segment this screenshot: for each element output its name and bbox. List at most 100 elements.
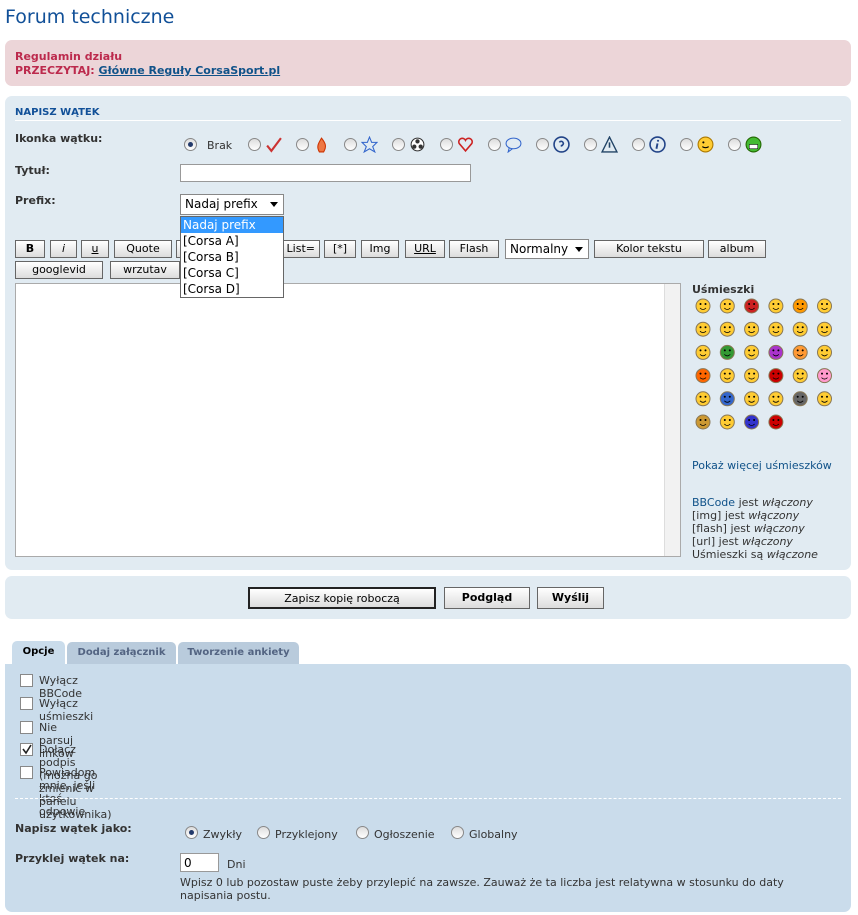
list-item-button[interactable]: [*]: [324, 240, 356, 258]
smiley[interactable]: [695, 298, 711, 314]
url-button[interactable]: URL: [405, 240, 445, 258]
tab[interactable]: Tworzenie ankiety: [178, 642, 299, 664]
post-as-label: Przyklejony: [275, 828, 338, 841]
list-numbered-button[interactable]: List=: [272, 240, 320, 258]
img-button[interactable]: Img: [361, 240, 399, 258]
smiley-mouth: [821, 400, 828, 403]
prefix-option[interactable]: Nadaj prefix: [181, 217, 283, 233]
icon-radio[interactable]: [680, 138, 693, 151]
icon-radio[interactable]: [584, 138, 597, 151]
italic-button[interactable]: i: [50, 240, 77, 258]
smiley[interactable]: [817, 298, 832, 314]
quote-button[interactable]: Quote: [114, 240, 172, 258]
status-state: włączone: [766, 548, 818, 561]
smiley[interactable]: [768, 321, 784, 337]
smiley[interactable]: [744, 368, 760, 384]
smiley[interactable]: [768, 368, 784, 384]
smiley[interactable]: [817, 391, 832, 407]
smiley[interactable]: [792, 344, 808, 360]
color-button[interactable]: Kolor tekstu: [594, 240, 704, 258]
font-size-select[interactable]: Normalny: [505, 239, 589, 259]
more-smilies-link[interactable]: Pokaż więcej uśmieszków: [692, 459, 832, 472]
icon-radio[interactable]: [248, 138, 261, 151]
icon-radio[interactable]: [536, 138, 549, 151]
smiley-eye: [826, 349, 828, 352]
post-as-radio[interactable]: [257, 826, 270, 839]
smiley[interactable]: [744, 391, 760, 407]
rules-link[interactable]: Główne Reguły CorsaSport.pl: [98, 64, 281, 77]
smiley[interactable]: [695, 368, 711, 384]
preview-button[interactable]: Podgląd: [444, 587, 530, 609]
smiley-mouth: [748, 400, 755, 403]
smiley-eye: [753, 349, 756, 352]
tab[interactable]: Opcje: [12, 641, 65, 665]
checkbox[interactable]: [20, 674, 33, 687]
checkbox[interactable]: [20, 766, 33, 779]
smiley[interactable]: [792, 321, 808, 337]
icon-radio[interactable]: [440, 138, 453, 151]
smiley[interactable]: [695, 321, 711, 337]
prefix-option[interactable]: [Corsa C]: [183, 266, 239, 280]
smiley[interactable]: [744, 298, 760, 314]
smiley[interactable]: [695, 414, 711, 430]
icon-radio[interactable]: [296, 138, 309, 151]
googlevid-button[interactable]: googlevid: [15, 261, 103, 279]
smiley[interactable]: [768, 414, 784, 430]
smiley[interactable]: [817, 344, 832, 360]
icon-radio[interactable]: [392, 138, 405, 151]
smiley[interactable]: [719, 298, 735, 314]
prefix-option[interactable]: [Corsa D]: [183, 282, 240, 296]
post-as-radio[interactable]: [451, 826, 464, 839]
smiley-eye: [821, 326, 823, 329]
smiley[interactable]: [744, 344, 760, 360]
icon-radio[interactable]: [488, 138, 501, 151]
smiley[interactable]: [719, 344, 735, 360]
album-button[interactable]: album: [708, 240, 766, 258]
smiley-eye: [723, 303, 726, 305]
sticky-days-input[interactable]: [180, 853, 219, 872]
smiley[interactable]: [792, 391, 808, 407]
tab[interactable]: Dodaj załącznik: [67, 642, 176, 664]
checkbox[interactable]: [20, 721, 33, 734]
smiley[interactable]: [744, 414, 760, 430]
smiley[interactable]: [695, 391, 711, 407]
bbcode-link[interactable]: BBCode: [692, 496, 736, 509]
message-textarea[interactable]: [15, 283, 681, 557]
submit-button[interactable]: Wyślij: [537, 587, 604, 609]
smiley[interactable]: [744, 321, 760, 337]
post-as-radio[interactable]: [356, 826, 369, 839]
prefix-select[interactable]: Nadaj prefix: [180, 194, 284, 215]
subject-input[interactable]: [180, 164, 471, 182]
post-as-radio[interactable]: [185, 826, 198, 839]
save-draft-button[interactable]: Zapisz kopię roboczą: [248, 587, 436, 609]
smiley[interactable]: [768, 298, 784, 314]
icon-radio[interactable]: [728, 138, 741, 151]
prefix-option[interactable]: [Corsa B]: [183, 250, 239, 264]
smiley[interactable]: [817, 321, 832, 337]
smiley-mouth: [796, 307, 804, 310]
underline-button[interactable]: u: [81, 240, 109, 258]
topic-icon: [361, 136, 378, 153]
smiley[interactable]: [719, 321, 735, 337]
separator: [15, 798, 841, 799]
smiley[interactable]: [792, 368, 808, 384]
smiley[interactable]: [695, 344, 711, 360]
checkbox[interactable]: [20, 743, 33, 756]
smiley-mouth: [724, 330, 731, 334]
wrzutav-button[interactable]: wrzutav: [110, 261, 180, 279]
prefix-option[interactable]: [Corsa A]: [183, 234, 239, 248]
icon-radio[interactable]: [184, 138, 197, 151]
smiley[interactable]: [719, 391, 735, 407]
smiley[interactable]: [792, 298, 808, 314]
flash-button[interactable]: Flash: [449, 240, 499, 258]
icon-radio[interactable]: [632, 138, 645, 151]
icon-radio[interactable]: [344, 138, 357, 151]
smiley[interactable]: [768, 344, 784, 360]
bold-button[interactable]: B: [15, 240, 45, 258]
smiley[interactable]: [817, 368, 832, 384]
smiley[interactable]: [719, 414, 735, 430]
smiley[interactable]: [719, 368, 735, 384]
checkbox[interactable]: [20, 697, 33, 710]
smiley-eye: [748, 372, 751, 375]
smiley[interactable]: [768, 391, 784, 407]
